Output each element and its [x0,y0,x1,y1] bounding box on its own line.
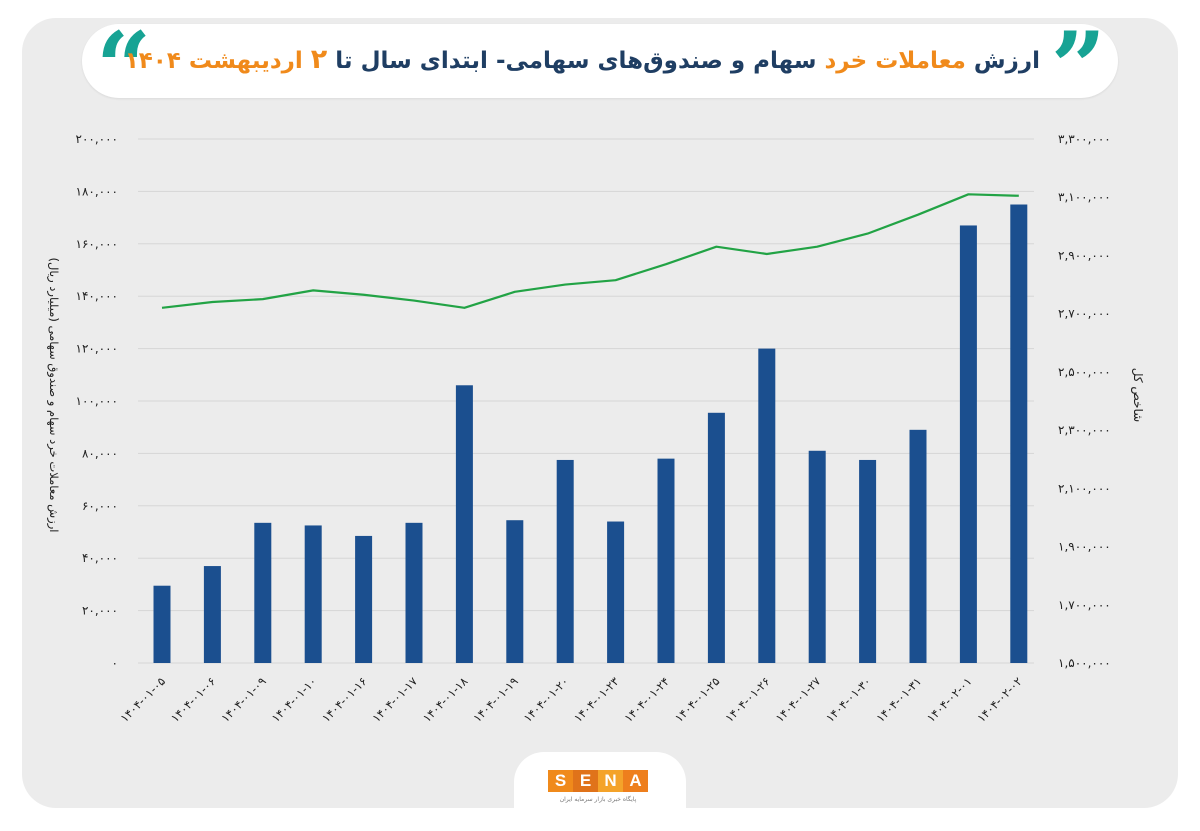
bar [153,585,171,663]
title-banner [82,24,1118,98]
open-quote-icon: “ [96,11,152,124]
bar [355,535,373,663]
x-tick-label: ۱۴۰۴-۰۱-۰۹ [218,674,269,725]
right-axis-ticks: ۱,۵۰۰,۰۰۰ ۱,۷۰۰,۰۰۰ ۱,۹۰۰,۰۰۰ ۲,۱۰۰,۰۰۰ ۲,۳۰… [1058,132,1111,670]
bar [859,459,877,663]
left-tick-label: ۱۲۰,۰۰۰ [76,342,119,356]
left-tick-label: ۲۰۰,۰۰۰ [76,132,119,146]
x-tick-label: ۱۴۰۴-۰۱-۰۵ [117,674,168,725]
bar [304,525,322,663]
logo-letter: E [573,770,598,792]
x-tick-label: ۱۴۰۴-۰۱-۰۶ [168,674,219,725]
left-tick-label: ۸۰,۰۰۰ [82,446,118,460]
x-tick-label: ۱۴۰۴-۰۱-۳۱ [873,674,924,725]
x-tick-label: ۱۴۰۴-۰۱-۱۰ [269,674,320,725]
right-tick-label: ۲,۷۰۰,۰۰۰ [1058,307,1111,321]
right-tick-label: ۲,۹۰۰,۰۰۰ [1058,248,1111,262]
left-tick-label: ۴۰,۰۰۰ [82,551,118,565]
x-tick-label: ۱۴۰۴-۰۱-۲۰ [521,674,572,725]
bar [455,385,473,663]
bar [607,521,625,663]
left-tick-label: ۲۰,۰۰۰ [82,604,118,618]
x-tick-label: ۱۴۰۴-۰۱-۲۶ [722,674,773,725]
bar [405,522,423,663]
left-tick-label: ۰ [112,656,118,670]
right-tick-label: ۳,۱۰۰,۰۰۰ [1058,190,1111,204]
left-tick-label: ۱۴۰,۰۰۰ [76,289,119,303]
logo-letter: S [548,770,573,792]
logo-letter: N [598,770,623,792]
left-tick-label: ۱۶۰,۰۰۰ [76,237,119,251]
right-tick-label: ۱,۵۰۰,۰۰۰ [1058,656,1111,670]
bar [808,450,826,663]
left-tick-label: ۱۰۰,۰۰۰ [76,394,119,408]
close-quote-icon: ” [1050,11,1106,124]
x-tick-label: ۱۴۰۴-۰۱-۱۸ [420,674,471,725]
bar [758,348,776,663]
bar [707,412,725,663]
bar [203,566,221,663]
x-tick-label: ۱۴۰۴-۰۲-۰۱ [924,674,975,725]
title-part-2: معاملات خرد [824,48,966,74]
bar [1010,204,1028,663]
logo-subtitle: پایگاه خبری بازار سرمایه ایران [559,796,637,803]
title-part-1: ارزش [965,48,1040,74]
logo-letter: A [623,770,648,792]
page-title: ارزش معاملات خرد سهام و صندوق‌های سهامی-… [125,40,1040,80]
right-tick-label: ۱,۹۰۰,۰۰۰ [1058,540,1111,554]
x-tick-label: ۱۴۰۴-۰۱-۲۴ [621,674,672,725]
bar [959,225,977,663]
right-tick-label: ۲,۱۰۰,۰۰۰ [1058,481,1111,495]
x-tick-label: ۱۴۰۴-۰۱-۱۷ [369,674,420,725]
bar [909,429,927,663]
right-tick-label: ۳,۳۰۰,۰۰۰ [1058,132,1111,146]
bar-series [153,204,1028,663]
background-card [22,18,1178,808]
bar [506,520,524,663]
right-tick-label: ۱,۷۰۰,۰۰۰ [1058,598,1111,612]
title-part-4: ۲ [310,44,328,75]
left-axis-ticks: ۰ ۲۰,۰۰۰ ۴۰,۰۰۰ ۶۰,۰۰۰ ۸۰,۰۰۰ ۱۰۰,۰۰۰ ۱۲۰,۰۰۰ ۱… [76,132,119,670]
x-tick-label: ۱۴۰۴-۰۱-۲۷ [773,674,824,725]
left-tick-label: ۱۸۰,۰۰۰ [76,184,119,198]
x-tick-label: ۱۴۰۴-۰۱-۲۳ [571,674,622,725]
x-tick-label: ۱۴۰۴-۰۱-۲۵ [672,674,723,725]
title-part-3: سهام و صندوق‌های سهامی- ابتدای سال تا [327,48,825,74]
gridlines [138,138,1034,664]
bar [556,459,574,663]
left-axis-label: ارزش معاملات خرد سهام و صندوق سهامی (میل… [46,258,61,533]
title-part-5: اردیبهشت ۱۴۰۴ [124,48,311,74]
bar [254,522,272,663]
index-line [161,193,1019,309]
x-tick-label: ۱۴۰۴-۰۱-۱۶ [319,674,370,725]
right-tick-label: ۲,۵۰۰,۰۰۰ [1058,365,1111,379]
x-axis-ticks: ۱۴۰۴-۰۱-۰۵ ۱۴۰۴-۰۱-۰۶ ۱۴۰۴-۰۱-۰۹ ۱۴۰۴-۰۱-۱۰… [117,674,1025,725]
bar [657,458,675,663]
x-tick-label: ۱۴۰۴-۰۱-۳۰ [823,674,874,725]
right-tick-label: ۲,۳۰۰,۰۰۰ [1058,423,1111,437]
line-series [161,193,1019,309]
x-tick-label: ۱۴۰۴-۰۱-۱۹ [470,674,521,725]
x-tick-label: ۱۴۰۴-۰۲-۰۲ [974,674,1025,725]
right-axis-label: شاخص کل [1130,368,1145,422]
left-tick-label: ۶۰,۰۰۰ [82,499,118,513]
